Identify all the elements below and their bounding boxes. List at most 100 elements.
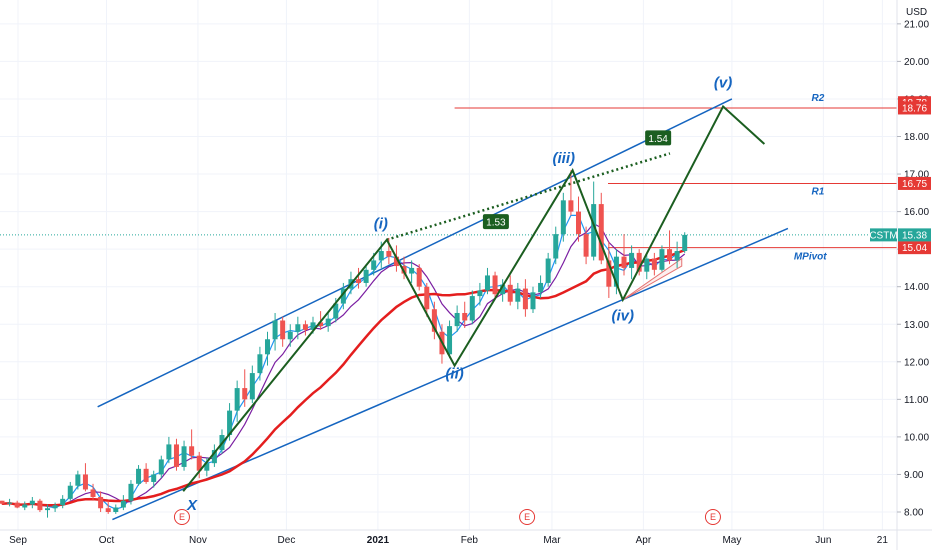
candle-up bbox=[45, 508, 51, 511]
earnings-marker bbox=[519, 509, 536, 525]
candle-up bbox=[477, 290, 483, 297]
ratio-badge-label: 1.54 bbox=[648, 134, 668, 145]
y-tick-label: 12.00 bbox=[904, 357, 929, 368]
trend-channels bbox=[97, 98, 789, 521]
candle-up bbox=[22, 504, 28, 508]
y-tick-label: 21.00 bbox=[904, 19, 929, 30]
ratio-badge bbox=[645, 130, 672, 146]
x-tick-label: Feb bbox=[461, 535, 479, 546]
candle-down bbox=[0, 500, 5, 504]
last-price-tag-text: 15.38 bbox=[902, 230, 927, 241]
price-tag-r1-text: 16.75 bbox=[902, 179, 927, 190]
candle-down bbox=[606, 260, 612, 287]
plot-background bbox=[0, 0, 897, 530]
x-tick-label: 2021 bbox=[367, 535, 390, 546]
lower-channel-line bbox=[112, 227, 789, 521]
candle-up bbox=[340, 288, 346, 304]
candle-down bbox=[576, 211, 582, 235]
candle-down bbox=[143, 468, 149, 482]
candle-up bbox=[591, 204, 597, 257]
wave-projection-dotted bbox=[386, 152, 671, 241]
candle-down bbox=[621, 256, 627, 268]
time-axis[interactable]: Sep Oct Nov Dec 2021 Feb Mar Apr May Jun 21 bbox=[9, 535, 888, 546]
price-tag-mpivot bbox=[898, 241, 931, 255]
x-tick-label: May bbox=[722, 535, 741, 546]
candle-up bbox=[120, 500, 126, 508]
candle-down bbox=[318, 322, 324, 327]
earnings-marker bbox=[173, 509, 190, 525]
ratio-badge-label: 1.53 bbox=[486, 218, 506, 229]
candle-up bbox=[60, 498, 66, 506]
candle-up bbox=[674, 251, 680, 261]
symbol-tag bbox=[870, 228, 897, 242]
upper-channel-line bbox=[97, 98, 733, 408]
earnings-marker-label: E bbox=[710, 512, 716, 522]
x-tick-label: Mar bbox=[543, 535, 561, 546]
price-axis[interactable]: 8.009.0010.0011.0012.0013.0014.0015.0016… bbox=[897, 7, 929, 519]
y-tick-label: 9.00 bbox=[904, 470, 924, 481]
candle-up bbox=[644, 258, 650, 272]
candle-up bbox=[158, 459, 164, 475]
level-label-r2: R2 bbox=[812, 93, 825, 104]
y-tick-label: 10.00 bbox=[904, 432, 929, 443]
x-tick-label: Oct bbox=[99, 535, 115, 546]
wave-label-x: X bbox=[186, 497, 198, 514]
candle-down bbox=[105, 508, 111, 512]
candle-down bbox=[302, 324, 308, 330]
x-tick-label: 21 bbox=[877, 535, 889, 546]
candle-down bbox=[14, 502, 20, 508]
candle-up bbox=[363, 269, 369, 283]
candle-up bbox=[378, 251, 384, 261]
candle-up bbox=[272, 320, 278, 340]
earnings-marker-label: E bbox=[179, 512, 185, 522]
x-tick-label: Sep bbox=[9, 535, 27, 546]
elliott-wave-lines bbox=[182, 104, 766, 492]
candle-up bbox=[52, 505, 58, 509]
candle-up bbox=[484, 275, 490, 291]
candle-down bbox=[492, 275, 498, 295]
y-tick-label: 13.00 bbox=[904, 320, 929, 331]
annotations: (i) (ii) (iii) (iv) (v) X 1.53 1.54 bbox=[186, 75, 732, 514]
candle-down bbox=[393, 256, 399, 267]
y-tick-label: 17.00 bbox=[904, 170, 929, 181]
y-tick-label: 14.00 bbox=[904, 282, 929, 293]
candle-up bbox=[234, 388, 240, 411]
candle-up bbox=[682, 234, 688, 252]
candle-up bbox=[469, 296, 475, 321]
candle-up bbox=[151, 474, 157, 482]
candle-up bbox=[136, 468, 142, 484]
candle-down bbox=[636, 252, 642, 272]
candle-down bbox=[651, 258, 657, 270]
candle-up bbox=[333, 303, 339, 319]
wave-label-iii: (iii) bbox=[553, 150, 576, 167]
candle-up bbox=[128, 483, 134, 501]
candle-up bbox=[613, 256, 619, 287]
candle-up bbox=[75, 474, 81, 486]
candle-up bbox=[227, 410, 233, 436]
candle-down bbox=[90, 489, 96, 497]
candle-up bbox=[287, 331, 293, 340]
triangle-pattern bbox=[622, 257, 683, 301]
candle-down bbox=[173, 444, 179, 467]
candle-up bbox=[629, 252, 635, 268]
grid bbox=[0, 0, 897, 530]
candle-up bbox=[249, 373, 255, 400]
ma-medium bbox=[1, 222, 686, 507]
candle-up bbox=[204, 463, 210, 471]
candle-down bbox=[462, 312, 468, 321]
y-tick-label: 18.00 bbox=[904, 132, 929, 143]
candle-up bbox=[257, 354, 263, 374]
candle-up bbox=[29, 500, 35, 505]
candle-up bbox=[500, 284, 506, 295]
price-tag-r1 bbox=[898, 176, 931, 190]
wave-label-v: (v) bbox=[714, 75, 732, 92]
y-tick-label: 16.00 bbox=[904, 207, 929, 218]
candle-down bbox=[242, 388, 248, 400]
candle-up bbox=[67, 485, 73, 499]
candle-up bbox=[560, 200, 566, 235]
ma-slow bbox=[1, 248, 686, 507]
x-tick-label: Apr bbox=[636, 535, 652, 546]
candle-up bbox=[538, 282, 544, 293]
candle-down bbox=[189, 446, 195, 456]
